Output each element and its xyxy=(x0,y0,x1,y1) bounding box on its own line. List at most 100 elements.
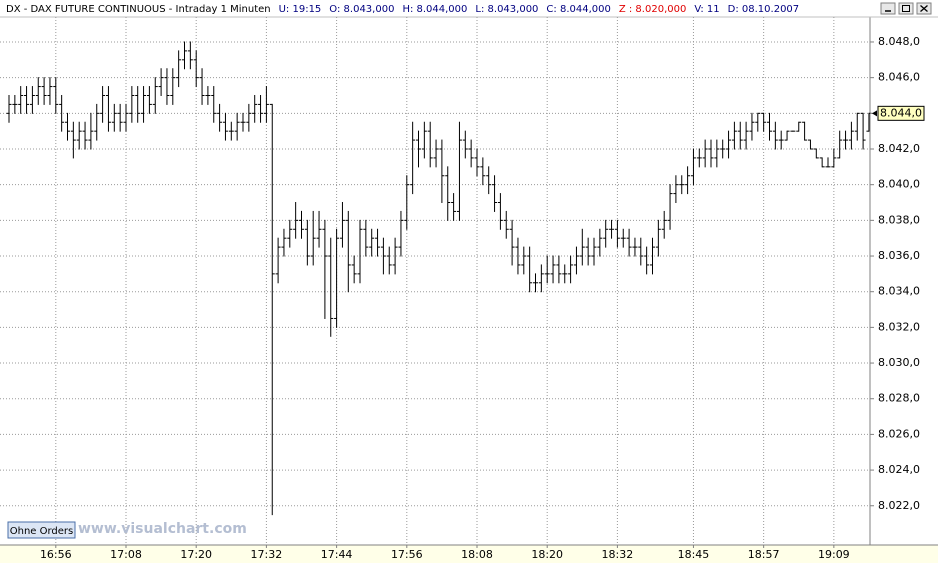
x-tick-label: 18:20 xyxy=(531,548,563,561)
ohlc-bar xyxy=(351,255,357,284)
y-tick-label: 8.032,0 xyxy=(878,320,920,333)
ohlc-bar xyxy=(743,121,749,150)
ohlc-bar xyxy=(222,112,228,141)
ohlc-bar xyxy=(322,219,328,319)
orders-button[interactable]: Ohne Orders xyxy=(7,521,76,539)
ohlc-bar xyxy=(281,228,287,257)
y-tick-label: 8.048,0 xyxy=(878,35,920,48)
ohlc-bar xyxy=(726,130,732,159)
ohlc-bar xyxy=(158,68,164,96)
y-tick-label: 8.028,0 xyxy=(878,392,920,405)
y-tick-label: 8.036,0 xyxy=(878,249,920,262)
close-icon xyxy=(920,5,928,12)
ohlc-bar xyxy=(813,148,819,159)
ohlc-bar xyxy=(644,246,650,275)
maximize-button[interactable] xyxy=(898,2,914,15)
header-field: L: 8.043,000 xyxy=(475,4,538,15)
ohlc-bar xyxy=(778,130,784,150)
ohlc-bar xyxy=(146,86,152,114)
ohlc-bar xyxy=(585,237,591,266)
y-tick-label: 8.026,0 xyxy=(878,427,920,440)
maximize-icon xyxy=(902,5,910,12)
last-price-arrow xyxy=(872,110,877,117)
ohlc-bar xyxy=(199,68,205,105)
ohlc-bar xyxy=(416,130,421,168)
ohlc-bar xyxy=(41,77,47,105)
x-tick-label: 18:08 xyxy=(461,548,493,561)
ohlc-bar xyxy=(456,121,462,221)
button-label[interactable]: Ohne Orders xyxy=(10,526,74,537)
ohlc-bar xyxy=(310,210,316,266)
ohlc-bar xyxy=(316,210,322,248)
ohlc-bar xyxy=(556,255,562,284)
y-tick-label: 8.046,0 xyxy=(878,71,920,84)
header-field: Z : 8.020,000 xyxy=(619,4,686,15)
ohlc-bar xyxy=(421,121,427,159)
ohlc-bar xyxy=(614,219,620,248)
ohlc-bar xyxy=(468,139,474,168)
ohlc-bar xyxy=(720,139,726,159)
ohlc-bar xyxy=(246,103,252,132)
header-field: O: 8.043,000 xyxy=(329,4,394,15)
ohlc-bar xyxy=(111,103,117,132)
ohlc-bar xyxy=(521,246,527,275)
ohlc-bar xyxy=(843,130,849,150)
ohlc-bar xyxy=(819,157,825,168)
x-tick-label: 17:44 xyxy=(321,548,353,561)
button-frame[interactable] xyxy=(7,521,76,539)
ohlc-bar xyxy=(638,237,644,266)
ohlc-bar xyxy=(807,139,813,150)
ohlc-bar xyxy=(790,130,796,132)
ohlc-bar xyxy=(363,219,369,257)
ohlc-bar xyxy=(860,112,866,150)
y-tick-label: 8.040,0 xyxy=(878,178,920,191)
ohlc-bar xyxy=(59,94,65,132)
ohlc-bar xyxy=(105,86,111,132)
ohlc-bar xyxy=(12,94,18,114)
ohlc-bar xyxy=(135,86,141,123)
chart-title: DX - DAX FUTURE CONTINUOUS - Intraday 1 … xyxy=(6,4,271,15)
ohlc-bar xyxy=(679,175,685,195)
ohlc-bar xyxy=(129,86,135,123)
header-field: U: 19:15 xyxy=(279,4,322,15)
ohlc-bar xyxy=(527,246,533,293)
y-tick-label: 8.024,0 xyxy=(878,463,920,476)
ohlc-bar xyxy=(462,130,468,159)
ohlc-bar xyxy=(848,121,854,150)
ohlc-bar xyxy=(550,255,556,284)
ohlc-bar xyxy=(375,228,381,257)
ohlc-bar xyxy=(761,112,767,132)
minimize-button[interactable] xyxy=(880,2,896,15)
ohlc-bar xyxy=(784,130,790,141)
ohlc-bar xyxy=(603,219,609,248)
ohlc-bar xyxy=(345,210,351,293)
ohlc-bar xyxy=(573,246,579,275)
ohlc-bar xyxy=(772,121,778,150)
ohlc-bar xyxy=(240,112,246,132)
ohlc-bar xyxy=(708,139,714,168)
ohlc-bar xyxy=(667,184,673,230)
ohlc-bar xyxy=(94,103,100,141)
ohlc-bar xyxy=(211,86,217,123)
ohlc-bar xyxy=(825,157,831,168)
ohlc-bar xyxy=(398,210,404,257)
ohlc-bar xyxy=(451,193,457,221)
ohlc-bar xyxy=(509,219,515,266)
ohlc-bar xyxy=(445,166,451,221)
bars xyxy=(6,41,872,516)
ohlc-bar xyxy=(837,130,843,159)
ohlc-bar xyxy=(755,112,761,132)
ohlc-bar xyxy=(76,121,82,150)
ohlc-bar xyxy=(123,103,129,132)
ohlc-bar xyxy=(24,86,30,114)
ohlc-bar xyxy=(533,273,538,293)
ohlc-bar xyxy=(474,148,480,177)
ohlc-bar xyxy=(673,175,679,204)
ohlc-bar xyxy=(731,121,737,150)
last-price-box xyxy=(877,105,925,121)
ohlc-bar xyxy=(767,112,772,141)
ohlc-bar xyxy=(70,121,76,159)
ohlc-bar xyxy=(263,86,269,123)
